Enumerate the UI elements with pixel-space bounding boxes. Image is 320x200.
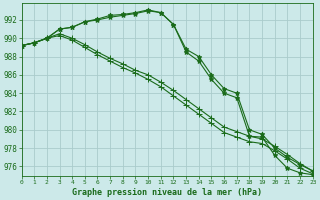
X-axis label: Graphe pression niveau de la mer (hPa): Graphe pression niveau de la mer (hPa)	[72, 188, 262, 197]
